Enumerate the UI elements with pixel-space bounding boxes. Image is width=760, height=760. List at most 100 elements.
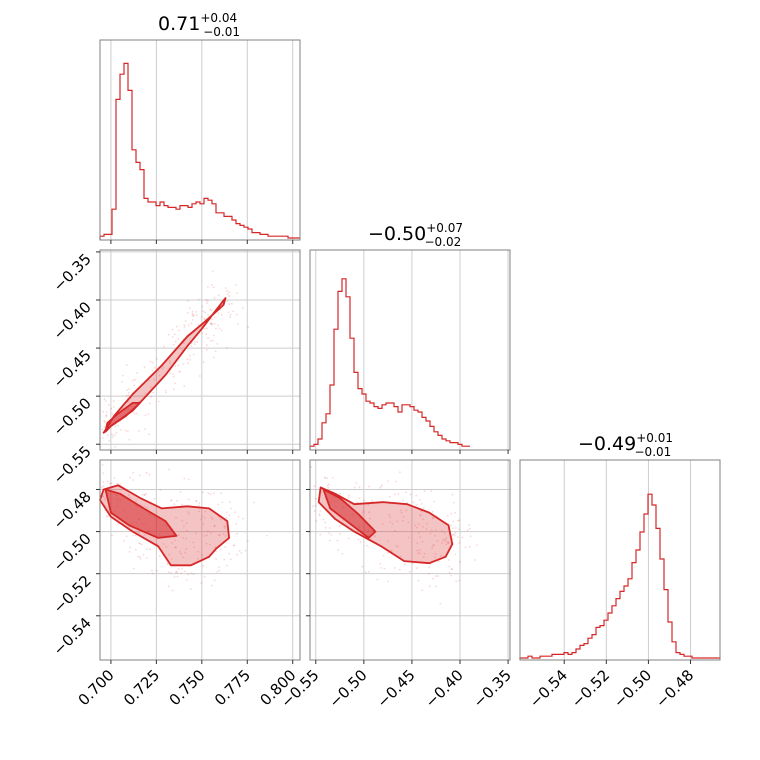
sample-point: [182, 556, 185, 559]
sample-point: [183, 385, 186, 387]
sample-point: [422, 507, 425, 509]
sample-point: [113, 406, 115, 408]
panel-frame: [99, 249, 301, 451]
sample-point: [184, 551, 187, 554]
sample-point: [183, 477, 186, 480]
sample-point: [216, 571, 219, 573]
sample-point: [220, 313, 223, 316]
sample-point: [185, 548, 188, 550]
sample-point: [323, 476, 326, 479]
sample-point: [230, 558, 232, 561]
sample-point: [220, 492, 223, 494]
sample-point: [217, 294, 220, 296]
sample-point: [207, 492, 210, 495]
sample-point: [103, 498, 106, 501]
sample-point: [105, 414, 108, 416]
sample-point: [176, 499, 179, 502]
panel-4: [99, 464, 268, 592]
sample-point: [454, 553, 457, 556]
sample-point: [422, 525, 424, 528]
sample-point: [222, 533, 225, 535]
sample-point: [253, 501, 255, 504]
sample-point: [215, 558, 218, 560]
sample-point: [138, 474, 141, 477]
sample-point: [319, 510, 322, 512]
sample-point: [150, 386, 153, 389]
sample-point: [348, 503, 351, 505]
sample-point: [168, 553, 171, 556]
histogram-step: [309, 278, 470, 450]
sample-point: [419, 513, 422, 516]
sample-point: [458, 560, 461, 563]
sample-point: [201, 305, 204, 308]
sample-point: [164, 389, 167, 392]
x-tick-label: −0.50: [610, 666, 655, 711]
sample-point: [447, 542, 449, 545]
sample-point: [447, 541, 449, 544]
sample-point: [400, 511, 403, 514]
sample-point: [355, 482, 358, 484]
sample-point: [328, 532, 330, 535]
sample-point: [328, 539, 331, 542]
param-title: 0.71+0.04: [158, 11, 237, 35]
sample-point: [126, 430, 129, 433]
sample-point: [181, 349, 183, 352]
sample-point: [195, 500, 198, 503]
sample-point: [193, 341, 196, 343]
sample-point: [402, 516, 405, 518]
title-minus: −0.01: [635, 445, 672, 459]
sample-point: [178, 371, 181, 373]
sample-point: [142, 553, 145, 556]
sample-point: [202, 361, 205, 364]
sample-point: [407, 536, 410, 539]
sample-point: [440, 554, 442, 557]
sample-point: [399, 471, 401, 474]
sample-point: [418, 552, 421, 555]
sample-point: [369, 517, 371, 520]
sample-point: [452, 533, 455, 536]
sample-point: [176, 575, 179, 578]
sample-point: [147, 379, 150, 382]
sample-point: [125, 364, 128, 366]
sample-point: [177, 364, 180, 367]
sample-point: [102, 495, 105, 498]
sample-point: [144, 428, 147, 431]
sample-point: [451, 527, 454, 530]
sample-point: [203, 575, 206, 578]
sample-point: [152, 391, 155, 394]
x-tick-label: −0.35: [470, 666, 515, 711]
sample-point: [213, 322, 216, 325]
sample-point: [228, 552, 231, 555]
y-tick-label: −0.45: [50, 346, 95, 391]
sample-point: [187, 324, 190, 327]
sample-point: [197, 323, 200, 326]
sample-point: [312, 505, 314, 507]
sample-point: [458, 519, 461, 522]
sample-point: [225, 564, 228, 567]
sample-point: [458, 528, 460, 531]
sample-point: [192, 541, 195, 544]
sample-point: [145, 492, 148, 495]
sample-point: [361, 565, 364, 568]
sample-point: [195, 500, 198, 502]
sample-point: [151, 369, 154, 372]
sample-point: [203, 516, 206, 519]
sample-point: [387, 580, 389, 583]
sample-point: [209, 531, 212, 534]
sample-point: [149, 360, 152, 363]
y-tick-label: −0.48: [50, 488, 95, 533]
sample-point: [108, 440, 111, 442]
sample-point: [214, 546, 217, 549]
sample-point: [367, 570, 370, 573]
grid-layer: [100, 40, 692, 660]
sample-point: [474, 559, 476, 561]
sample-point: [461, 536, 464, 539]
sample-point: [468, 524, 471, 526]
sample-point: [451, 493, 454, 496]
sample-point: [223, 525, 226, 528]
sample-point: [183, 324, 186, 326]
sample-point: [145, 506, 148, 509]
sample-point: [172, 373, 174, 376]
sample-point: [341, 552, 344, 555]
sample-point: [235, 284, 238, 286]
